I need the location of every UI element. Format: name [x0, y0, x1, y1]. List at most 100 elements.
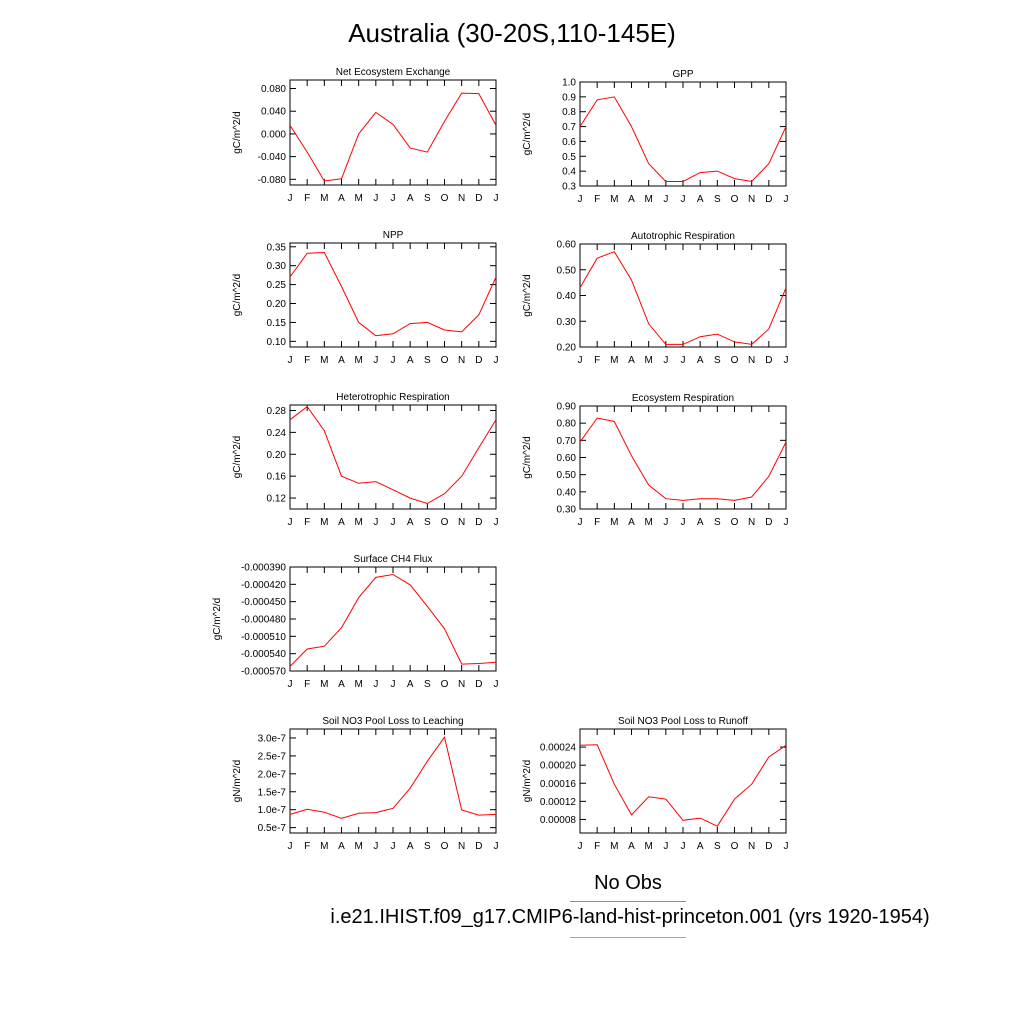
x-tick-label: M — [354, 679, 362, 690]
x-tick-label: S — [424, 193, 431, 204]
x-tick-label: F — [594, 517, 600, 528]
y-tick-label: 0.20 — [267, 299, 287, 310]
x-tick-label: J — [288, 193, 293, 204]
x-tick-label: M — [644, 194, 652, 205]
y-tick-label: 0.35 — [267, 242, 287, 253]
y-axis-label: gC/m^2/d — [232, 274, 243, 317]
x-tick-label: J — [288, 841, 293, 852]
y-tick-label: 0.90 — [557, 402, 577, 413]
x-tick-label: A — [338, 355, 345, 366]
x-tick-label: J — [663, 517, 668, 528]
x-tick-label: J — [373, 355, 378, 366]
y-tick-label: 0.9 — [562, 92, 576, 103]
x-tick-label: A — [407, 193, 414, 204]
x-tick-label: J — [373, 193, 378, 204]
y-tick-label: 0.40 — [557, 291, 577, 302]
x-tick-label: J — [391, 355, 396, 366]
y-tick-label: 0.8 — [562, 107, 576, 118]
x-tick-label: D — [765, 841, 772, 852]
x-tick-label: J — [494, 193, 499, 204]
x-tick-label: J — [663, 355, 668, 366]
x-tick-label: N — [748, 355, 755, 366]
x-tick-label: M — [320, 517, 328, 528]
x-tick-label: F — [594, 841, 600, 852]
y-tick-label: 0.70 — [557, 436, 577, 447]
plot-frame — [289, 242, 497, 348]
x-tick-label: J — [578, 355, 583, 366]
y-tick-label: 0.00016 — [540, 779, 577, 790]
x-tick-label: J — [391, 841, 396, 852]
plot-frame — [579, 728, 787, 834]
y-tick-label: 3.0e-7 — [258, 733, 287, 744]
y-tick-label: 0.28 — [267, 406, 287, 417]
y-tick-label: 0.080 — [261, 84, 286, 95]
y-tick-label: 0.5 — [562, 152, 576, 163]
x-tick-label: O — [441, 679, 449, 690]
x-tick-label: N — [748, 841, 755, 852]
x-tick-label: O — [731, 355, 739, 366]
x-tick-label: O — [731, 194, 739, 205]
y-tick-label: 0.30 — [267, 261, 287, 272]
y-tick-label: -0.000480 — [241, 615, 286, 626]
x-tick-label: J — [288, 355, 293, 366]
y-tick-label: 0.30 — [557, 505, 577, 516]
x-tick-label: J — [373, 841, 378, 852]
y-tick-label: -0.000570 — [241, 667, 286, 678]
x-tick-label: D — [475, 355, 482, 366]
x-tick-label: M — [320, 193, 328, 204]
x-tick-label: D — [475, 841, 482, 852]
legend-obs-label: No Obs — [594, 872, 662, 894]
y-tick-label: 0.6 — [562, 137, 576, 148]
y-tick-label: 0.24 — [267, 428, 287, 439]
y-tick-label: 0.20 — [557, 343, 577, 354]
y-tick-label: 0.00020 — [540, 761, 577, 772]
x-tick-label: A — [628, 355, 635, 366]
x-tick-label: O — [441, 517, 449, 528]
x-tick-label: J — [288, 679, 293, 690]
x-tick-label: O — [441, 841, 449, 852]
x-tick-label: J — [578, 841, 583, 852]
x-tick-label: F — [594, 355, 600, 366]
x-tick-label: J — [681, 841, 686, 852]
x-tick-label: F — [594, 194, 600, 205]
y-tick-label: 0.12 — [267, 494, 287, 505]
x-tick-label: N — [748, 517, 755, 528]
series-line — [289, 573, 497, 667]
x-tick-label: S — [424, 841, 431, 852]
y-axis-label: gC/m^2/d — [232, 436, 243, 479]
y-tick-label: 2.5e-7 — [258, 751, 287, 762]
y-tick-label: 0.10 — [267, 337, 287, 348]
x-tick-label: J — [681, 355, 686, 366]
x-tick-label: J — [784, 517, 789, 528]
x-tick-label: J — [784, 194, 789, 205]
series-line — [289, 92, 497, 182]
x-tick-label: M — [354, 841, 362, 852]
x-tick-label: J — [391, 193, 396, 204]
series-line — [289, 736, 497, 819]
x-tick-label: A — [338, 841, 345, 852]
series-line — [579, 744, 787, 827]
y-tick-label: 1.5e-7 — [258, 787, 287, 798]
plot-frame — [579, 243, 787, 348]
y-tick-label: 0.00008 — [540, 815, 577, 826]
x-tick-label: J — [578, 194, 583, 205]
x-tick-label: J — [784, 841, 789, 852]
x-tick-label: O — [441, 193, 449, 204]
panel-title: Soil NO3 Pool Loss to Leaching — [322, 716, 463, 727]
x-tick-label: S — [714, 194, 721, 205]
x-tick-label: N — [458, 355, 465, 366]
x-tick-label: M — [320, 679, 328, 690]
x-tick-label: D — [475, 517, 482, 528]
y-tick-label: 0.50 — [557, 470, 577, 481]
x-tick-label: J — [494, 355, 499, 366]
y-tick-label: -0.000510 — [241, 632, 286, 643]
x-tick-label: F — [304, 679, 310, 690]
x-tick-label: A — [407, 517, 414, 528]
